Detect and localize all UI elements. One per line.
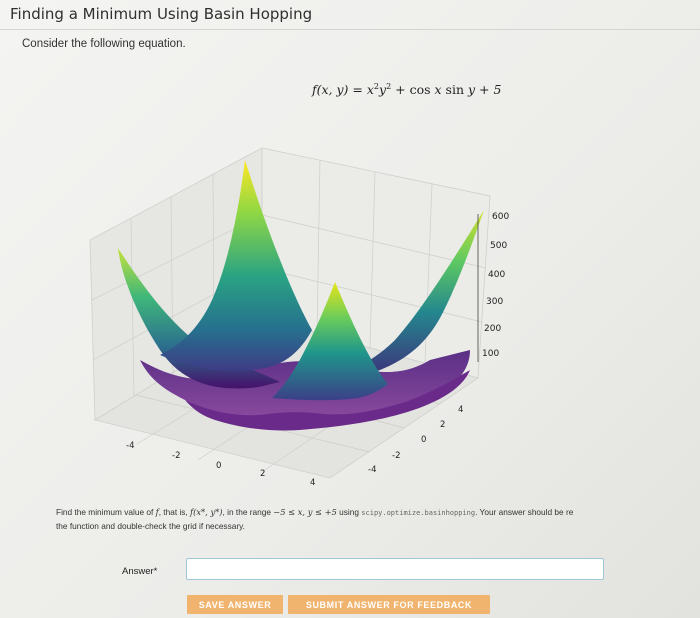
question-line-2: the function and double-check the grid i… [56, 521, 245, 531]
y-tick-neg4: -4 [368, 465, 376, 475]
surface-front-peak [272, 282, 388, 401]
y-tick-2: 2 [440, 420, 445, 430]
question-part: , in the range [222, 507, 274, 517]
x-tick-neg4: -4 [126, 441, 134, 451]
x-tick-4: 4 [310, 478, 315, 488]
z-tick-600: 600 [492, 212, 509, 222]
question-fxy: f(x*, y*) [190, 507, 223, 517]
y-axis: 4 2 0 -2 -4 [368, 405, 463, 475]
x-axis: -4 -2 0 2 4 [126, 441, 315, 488]
equation-lhs: f(x, y) = x [312, 82, 374, 98]
title-divider [0, 29, 700, 30]
submit-answer-button[interactable]: SUBMIT ANSWER FOR FEEDBACK [288, 595, 490, 614]
surface-back-peak [160, 160, 312, 372]
question-code: scipy.optimize.basinhopping [361, 509, 476, 517]
question-f: f [155, 507, 159, 517]
equation-sin: sin [445, 82, 465, 98]
z-tick-200: 200 [484, 324, 501, 334]
intro-text: Consider the following equation. [22, 38, 186, 50]
question-part: . Your answer should be re [475, 507, 574, 517]
question-text: Find the minimum value of f, that is, f(… [56, 506, 700, 533]
equation-exp-1: 2 [373, 82, 380, 91]
answer-input[interactable] [186, 558, 604, 580]
equation-exp-2: 2 [386, 82, 392, 91]
z-tick-300: 300 [486, 297, 503, 307]
x-tick-2: 2 [260, 469, 265, 479]
x-tick-neg2: -2 [172, 451, 180, 461]
equation: f(x, y) = x2y2 + cos x sin y + 5 [312, 82, 501, 97]
surface [118, 160, 484, 431]
question-part: Find the minimum value of [56, 507, 156, 517]
y-tick-0: 0 [421, 435, 426, 445]
z-tick-500: 500 [490, 241, 507, 251]
question-range: −5 ≤ x, y ≤ +5 [273, 507, 337, 517]
page-title: Finding a Minimum Using Basin Hopping [10, 5, 313, 23]
question-part: using [336, 507, 362, 517]
equation-x: x [430, 82, 446, 98]
equation-cos: cos [409, 82, 431, 98]
x-tick-0: 0 [216, 461, 221, 471]
y-tick-neg2: -2 [392, 451, 400, 461]
surface-right-wing [330, 210, 484, 380]
question-line-1: Find the minimum value of f, that is, f(… [56, 506, 700, 520]
equation-mid: y [379, 82, 387, 98]
z-tick-100: 100 [482, 349, 499, 359]
question-part: , that is, [158, 507, 191, 517]
surface-front-edge [185, 370, 470, 431]
y-tick-4: 4 [458, 405, 463, 415]
save-answer-button[interactable]: SAVE ANSWER [187, 595, 283, 614]
z-tick-400: 400 [488, 270, 505, 280]
answer-label: Answer* [122, 566, 158, 577]
equation-rest: y + 5 [464, 82, 502, 98]
equation-plus: + [391, 82, 410, 98]
z-axis: 600 500 400 300 200 100 [477, 212, 509, 362]
